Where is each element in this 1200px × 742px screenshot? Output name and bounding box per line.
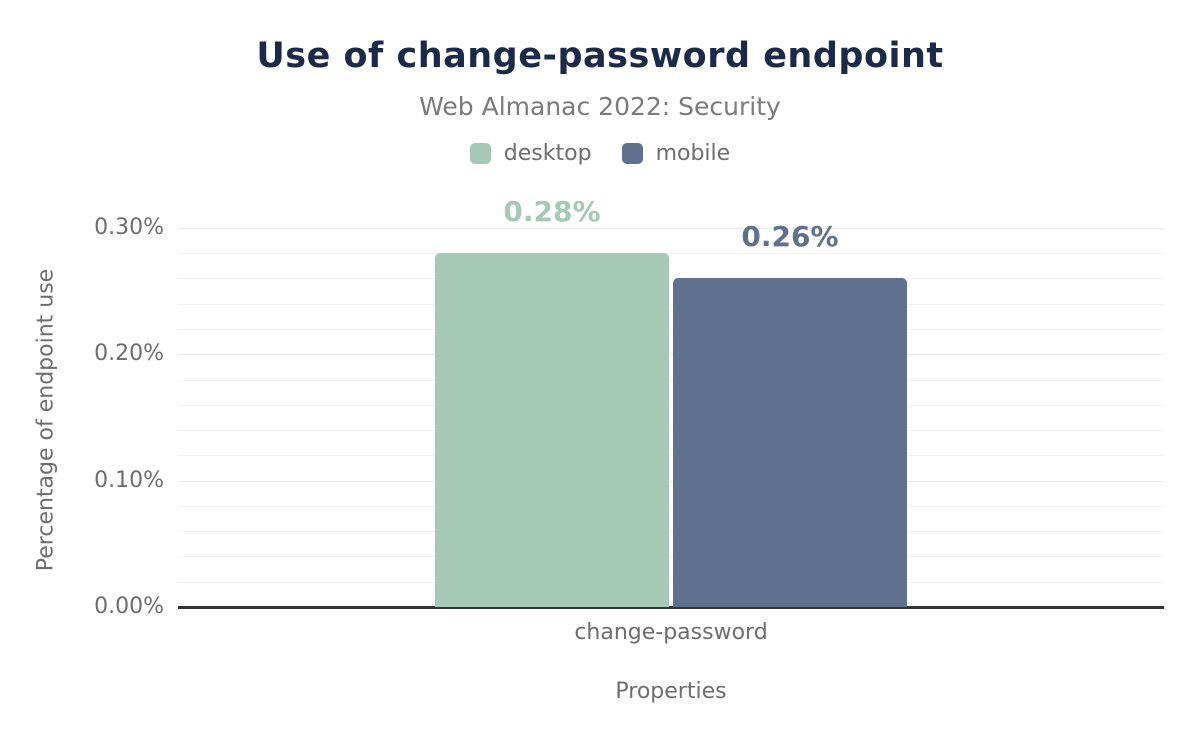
- y-axis-title: Percentage of endpoint use: [33, 268, 59, 572]
- legend-item-desktop[interactable]: desktop: [469, 141, 592, 166]
- y-tick-label: 0.30%: [94, 214, 164, 240]
- legend-swatch-desktop: [469, 143, 491, 164]
- minor-gridline: [178, 505, 1164, 507]
- major-gridline: [178, 227, 1164, 229]
- minor-gridline: [178, 278, 1164, 280]
- x-axis-title: Properties: [615, 679, 727, 704]
- plot-area: 0.28% 0.26%: [178, 190, 1164, 609]
- minor-gridline: [178, 329, 1164, 330]
- y-tick-label: 0.20%: [94, 341, 164, 367]
- x-category-label: change-password: [574, 620, 768, 645]
- minor-gridline: [178, 253, 1164, 255]
- data-label-desktop: 0.28%: [503, 195, 601, 229]
- minor-gridline: [178, 581, 1164, 583]
- minor-gridline: [178, 531, 1164, 533]
- legend-item-mobile[interactable]: mobile: [621, 141, 731, 166]
- legend-label-mobile: mobile: [655, 141, 731, 166]
- bar-mobile[interactable]: [673, 278, 907, 607]
- minor-gridline: [178, 303, 1164, 305]
- legend-swatch-mobile: [621, 143, 643, 164]
- chart-subtitle: Web Almanac 2022: Security: [419, 92, 781, 121]
- minor-gridline: [178, 455, 1164, 457]
- legend-label-desktop: desktop: [503, 141, 592, 166]
- bar-desktop[interactable]: [435, 253, 669, 607]
- chart-title: Use of change-password endpoint: [256, 36, 944, 76]
- minor-gridline: [178, 556, 1164, 558]
- x-axis-line: [178, 606, 1164, 609]
- minor-gridline: [178, 379, 1164, 381]
- major-gridline: [178, 480, 1164, 482]
- minor-gridline: [178, 404, 1164, 406]
- y-tick-label: 0.10%: [94, 467, 164, 493]
- legend: desktop mobile: [0, 141, 1200, 166]
- minor-gridline: [178, 430, 1164, 432]
- y-tick-label: 0.00%: [94, 594, 164, 619]
- data-label-mobile: 0.26%: [741, 220, 839, 254]
- major-gridline: [178, 354, 1164, 356]
